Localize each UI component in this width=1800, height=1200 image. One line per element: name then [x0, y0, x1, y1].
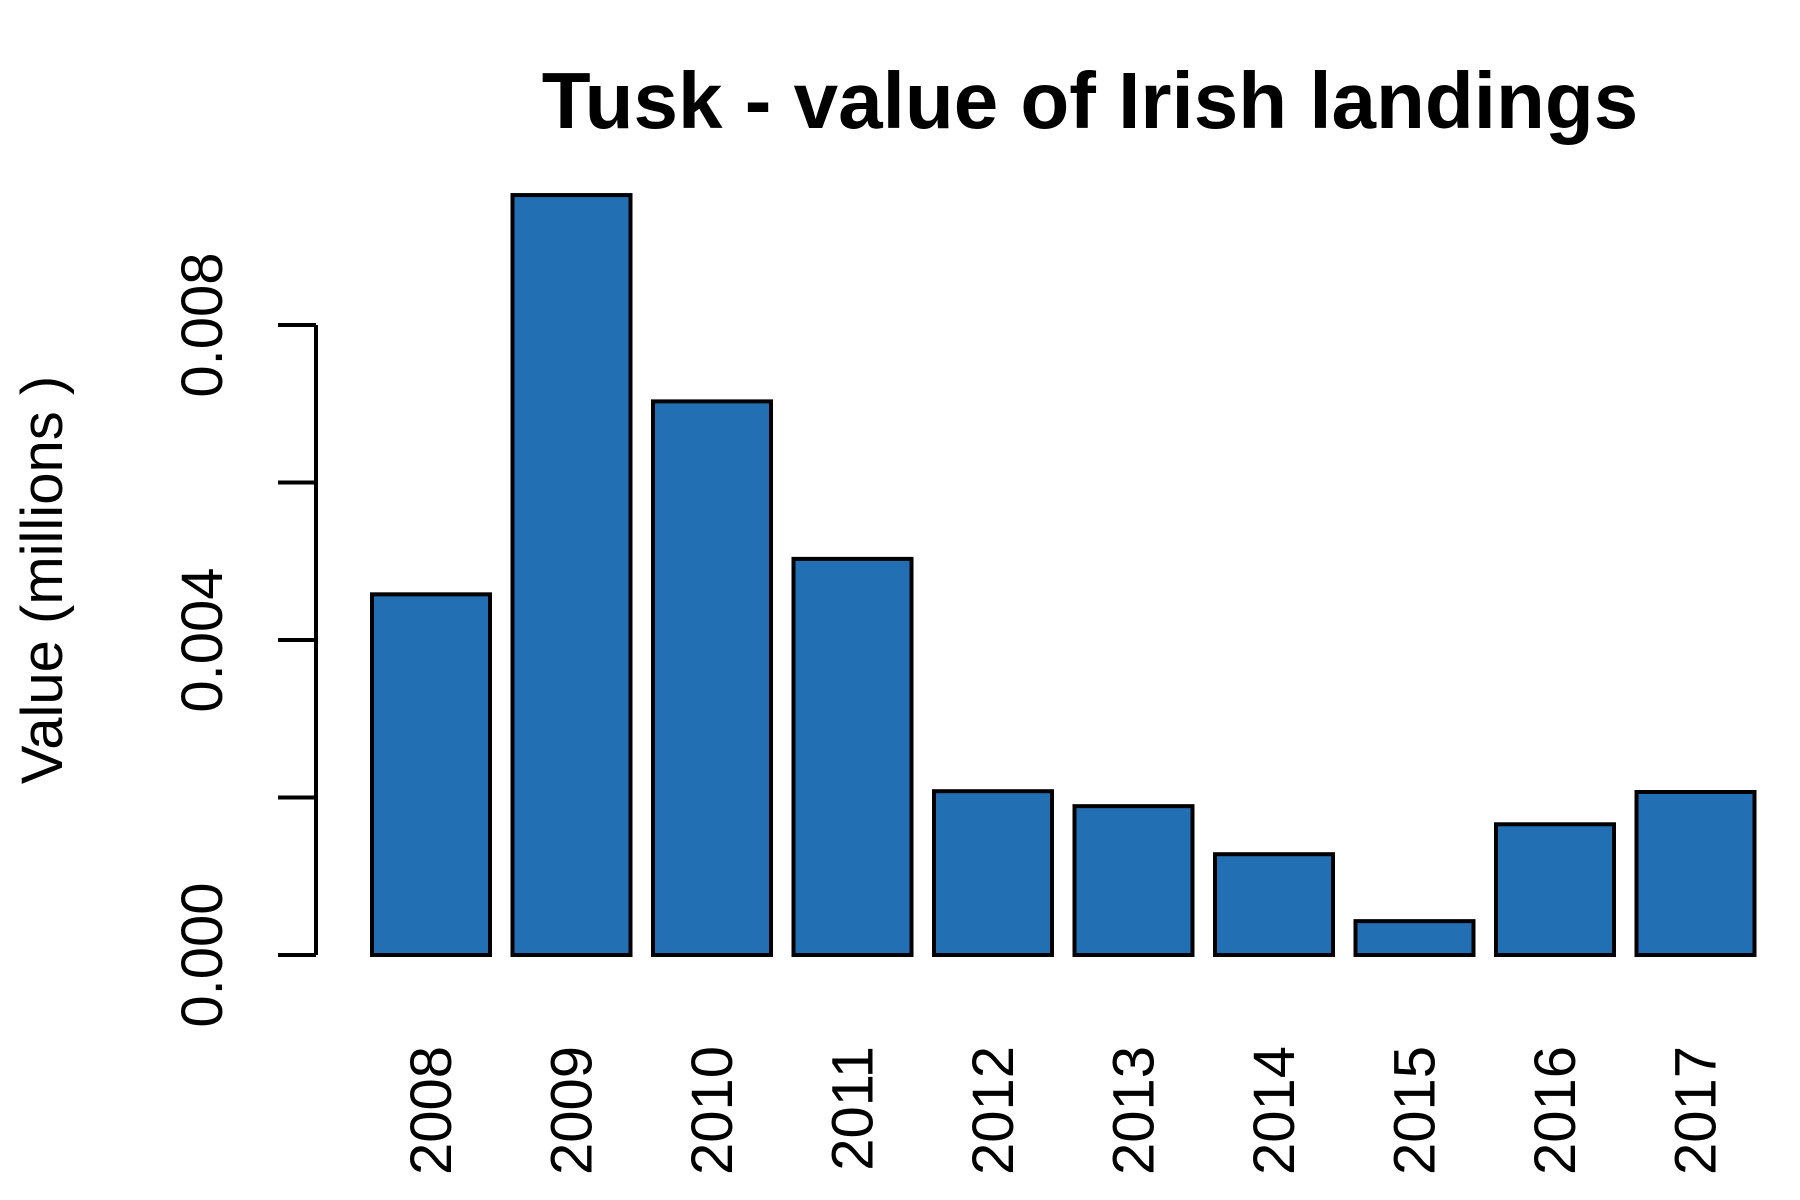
bar-2008	[370, 592, 492, 957]
bars	[370, 193, 1757, 958]
x-tick-label-2011: 2011	[821, 1046, 886, 1171]
x-tick-label-2013: 2013	[1102, 1046, 1167, 1175]
bar-2009	[510, 193, 633, 957]
bar-2013	[1072, 804, 1195, 957]
y-axis: 0.000 0.004 0.008	[170, 252, 318, 1028]
bar-2014	[1213, 852, 1335, 958]
x-axis-tick-labels: 2008 2009 2010 2011 2012 2013 2014 2015 2016 2017	[399, 1046, 1729, 1175]
bar-2012	[932, 789, 1054, 958]
y-axis-label: Value (millions )	[10, 376, 75, 784]
y-tick-label: 0.000	[170, 882, 235, 1027]
x-tick-label-2008: 2008	[399, 1046, 464, 1175]
bar-2011	[791, 556, 914, 957]
bar-2016	[1494, 822, 1616, 958]
x-tick-label-2009: 2009	[540, 1046, 605, 1175]
x-tick-label-2012: 2012	[961, 1046, 1026, 1175]
bar-2017	[1634, 789, 1757, 957]
x-tick-label-2010: 2010	[680, 1046, 745, 1175]
x-tick-label-2014: 2014	[1242, 1046, 1307, 1175]
y-tick-label: 0.008	[170, 252, 235, 397]
x-tick-label-2015: 2015	[1383, 1046, 1448, 1175]
x-tick-label-2016: 2016	[1523, 1046, 1588, 1175]
chart-title: Tusk - value of Irish landings	[542, 56, 1638, 145]
bar-2015	[1353, 919, 1476, 958]
bar-2010	[651, 399, 773, 957]
x-tick-label-2017: 2017	[1664, 1046, 1729, 1175]
y-tick-label: 0.004	[170, 567, 235, 712]
